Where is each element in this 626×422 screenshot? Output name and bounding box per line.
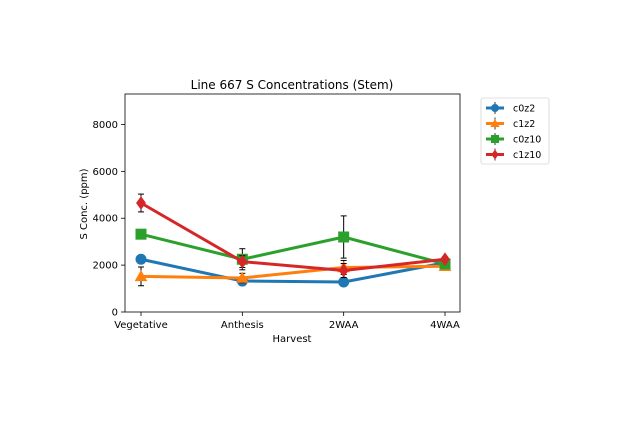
x-tick-label: 4WAA [430,320,460,331]
y-tick-label: 0 [112,308,118,319]
legend-item: c1z2 [486,117,535,130]
legend-marker [491,104,499,112]
legend-item: c1z10 [486,148,541,161]
series-c1z10 [136,193,450,279]
legend-label: c1z2 [513,119,535,130]
legend-item: c0z10 [486,133,541,146]
x-tick-label: Anthesis [221,320,264,331]
chart-title: Line 667 S Concentrations (Stem) [191,78,394,92]
y-tick-label: 8000 [93,120,118,131]
data-point [338,276,350,288]
legend-marker [490,118,500,127]
data-point [135,253,147,265]
legend-label: c1z10 [513,150,541,161]
x-tick-label: Vegetative [114,320,168,331]
legend-box [480,97,550,165]
y-tick-label: 4000 [93,214,118,225]
data-point [236,271,249,283]
y-tick-label: 2000 [93,261,118,272]
legend-marker [491,135,499,143]
series-line [139,232,447,266]
series-line [139,257,447,284]
data-point [135,228,147,240]
x-tick-label: 2WAA [329,320,359,331]
legend-marker [491,149,499,160]
y-tick-label: 6000 [93,167,118,178]
x-axis-label: Harvest [273,334,312,345]
data-point [338,263,349,278]
data-point [134,270,148,282]
legend-label: c0z10 [513,135,541,146]
data-point [136,196,146,210]
y-axis-label: S Conc. (ppm) [79,168,90,239]
series-line [139,201,447,273]
data-point [237,254,248,269]
data-point [440,252,450,267]
plot-frame [124,93,461,313]
legend-label: c0z2 [513,104,535,115]
legend-item: c0z2 [486,102,535,115]
plot-area: 0 2000 4000 6000 8000 Vegetative Anthesis 2WAA 4… [93,93,461,331]
legend: c0z2 c1z2 c0z10 c1z10 [480,97,550,165]
data-point [338,231,350,243]
series-line [139,264,447,280]
